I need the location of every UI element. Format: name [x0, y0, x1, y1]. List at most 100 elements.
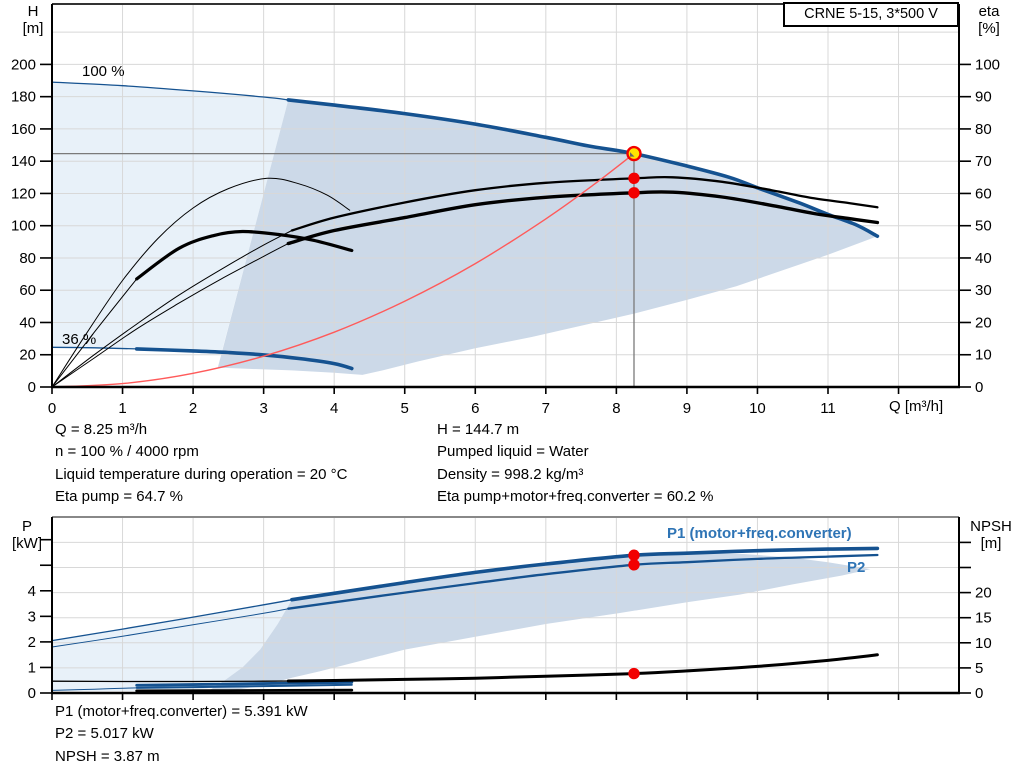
qh-100-thick-curve: [286, 98, 880, 238]
eta-pump-100-thick-curve: [290, 175, 879, 232]
right-tick-label: 0: [975, 685, 983, 702]
curve-label-100-percent: 100 %: [82, 63, 125, 80]
right-tick-label: 10: [975, 347, 992, 364]
left-tick-label: 60: [19, 282, 36, 299]
right-tick-label: 60: [975, 185, 992, 202]
right-tick-label: 90: [975, 89, 992, 106]
eta-total-100-thin-curve: [51, 243, 289, 388]
p-36-thin-curve: [51, 687, 138, 691]
right-tick-label: 50: [975, 218, 992, 235]
system-curve-curve: [51, 152, 635, 388]
right-tick-label: 5: [975, 660, 983, 677]
left-tick-label: 80: [19, 250, 36, 267]
x-tick-label: 0: [48, 400, 56, 417]
p2-36-curve: [135, 683, 353, 689]
x-tick-label: 9: [683, 400, 691, 417]
right-tick-label: 20: [975, 314, 992, 331]
left-tick-label: 180: [11, 89, 36, 106]
left-tick-label: 0: [28, 379, 36, 396]
curve-label-36-percent: 36 %: [62, 331, 97, 348]
info-line-p2: P2 = 5.017 kW: [55, 725, 154, 743]
right-tick-label: 0: [975, 379, 983, 396]
left-tick-label: 4: [28, 583, 36, 600]
npsh-thin-curve: [51, 680, 289, 683]
right-tick-label: 30: [975, 282, 992, 299]
right-tick-label: 10: [975, 635, 992, 652]
info-line-p1: P1 (motor+freq.converter) = 5.391 kW: [55, 703, 308, 720]
x-tick-label: 10: [749, 400, 766, 417]
p2-thick-curve: [287, 553, 879, 610]
power-info: P1 (motor+freq.converter) = 5.391 kW P2 …: [55, 701, 308, 768]
eta-axis-label: eta [%]: [965, 3, 1013, 37]
info-line-liquid: Pumped liquid = Water: [437, 443, 589, 461]
left-tick-label: 120: [11, 185, 36, 202]
eta-pump-36-curve: [51, 177, 351, 388]
duty-point: [626, 145, 642, 162]
left-tick-label: 0: [28, 685, 36, 702]
left-tick-label: 100: [11, 218, 36, 235]
x-tick-label: 8: [612, 400, 620, 417]
eta-axis-unit: [%]: [978, 20, 1000, 37]
x-tick-label: 4: [330, 400, 338, 417]
left-tick-label: 200: [11, 56, 36, 73]
info-line-npsh: NPSH = 3.87 m: [55, 747, 160, 765]
qh-eta-chart: 0204060801001201401601802000102030405060…: [11, 3, 1000, 417]
right-tick-label: 100: [975, 56, 1000, 73]
npsh-thick-curve: [286, 653, 879, 683]
p1-thick-curve: [290, 546, 880, 602]
x-tick-label: 11: [820, 400, 836, 417]
npsh-axis-symbol: NPSH: [970, 518, 1012, 535]
p1-thin-curve: [51, 599, 293, 642]
info-line-n: n = 100 % / 4000 rpm: [55, 443, 199, 461]
x-tick-label: 3: [259, 400, 267, 417]
curve-label-p2: P2: [847, 559, 866, 576]
npsh-axis-label: NPSH [m]: [960, 518, 1022, 552]
qh-36-thin-curve: [51, 346, 138, 350]
qh-100-thin-curve: [51, 81, 289, 101]
npsh-36-curve: [135, 688, 354, 693]
p-axis-symbol: P: [21, 518, 32, 535]
x-tick-label: 5: [401, 400, 409, 417]
p-axis-unit: [kW]: [12, 535, 42, 552]
left-tick-label: 140: [11, 153, 36, 170]
duty-info-left: Q = 8.25 m³/h n = 100 % / 4000 rpm Liqui…: [55, 419, 347, 509]
right-tick-label: 20: [975, 585, 992, 602]
eta-total-36-thick-curve: [135, 229, 354, 281]
eta-pump-point: [628, 172, 640, 184]
h-axis-symbol: H: [27, 3, 39, 20]
eta-total-point: [628, 187, 640, 199]
eta-total-36-thin-curve: [51, 278, 138, 388]
left-tick-label: 2: [28, 634, 36, 651]
eta-total-100-thick-curve: [286, 190, 880, 246]
left-tick-label: 3: [28, 608, 36, 625]
power-npsh-chart: 0 1 2 3 4 0 5 10 15 20: [28, 516, 992, 702]
duty-info-right: H = 144.7 m Pumped liquid = Water Densit…: [437, 419, 713, 509]
duty-point-arrow-icon: [629, 152, 635, 157]
right-tick-label: 80: [975, 121, 992, 138]
info-line-h: H = 144.7 m: [437, 421, 520, 438]
right-tick-label: 70: [975, 153, 992, 170]
info-line-eta-pump: Eta pump = 64.7 %: [55, 488, 183, 506]
left-tick-label: 1: [28, 659, 36, 676]
h-axis-label: H [m]: [12, 3, 54, 37]
x-tick-label: 6: [471, 400, 479, 417]
pump-title-box: CRNE 5-15, 3*500 V: [783, 2, 959, 27]
p2-point: [628, 559, 640, 571]
speed-range-area: [52, 82, 289, 354]
info-line-q: Q = 8.25 m³/h: [55, 421, 148, 438]
p1-36-curve: [135, 680, 354, 687]
p-axis-label: P [kW]: [5, 518, 49, 552]
x-tick-label: 2: [189, 400, 197, 417]
h-axis-unit: [m]: [22, 20, 44, 37]
npsh-point: [628, 667, 640, 680]
left-tick-label: 20: [19, 347, 36, 364]
info-line-density: Density = 998.2 kg/m³: [437, 465, 584, 483]
duty-envelope-area: [217, 99, 878, 375]
x-tick-label: 7: [542, 400, 550, 417]
eta-pump-100-thin-curve: [51, 230, 293, 388]
x-tick-label: 1: [118, 400, 126, 417]
info-line-temperature: Liquid temperature during operation = 20…: [55, 465, 348, 483]
right-tick-label: 40: [975, 250, 992, 267]
